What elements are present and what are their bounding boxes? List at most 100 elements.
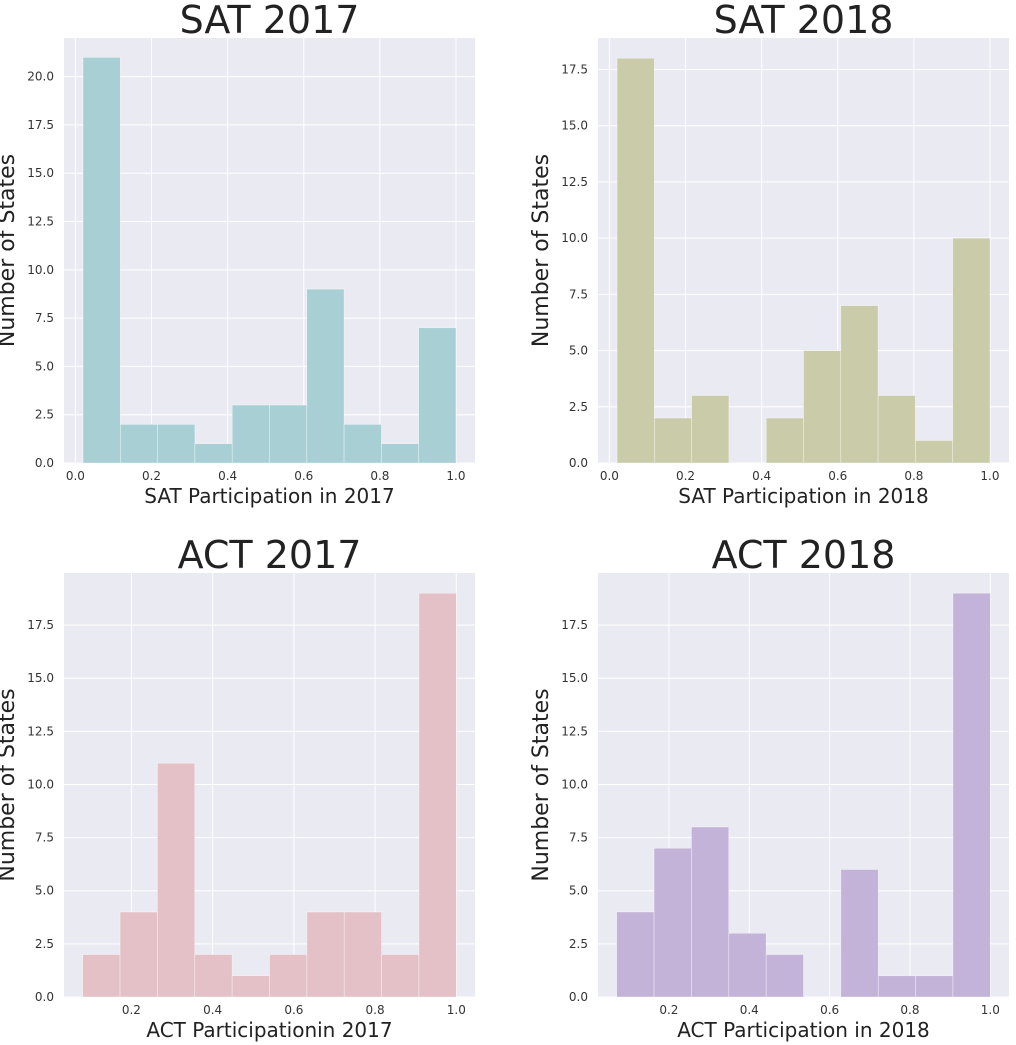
chart-title: SAT 2018 — [714, 0, 894, 42]
histogram-panel-4: 0.2 0.4 0.6 0.8 1.0 0.0 2.5 5.0 7.5 10.0 12.5 15.0 1… — [529, 533, 1009, 1042]
x-tick-label: 0.0 — [66, 469, 85, 483]
x-tick-label: 0.8 — [366, 1003, 385, 1017]
histogram-bar — [691, 395, 730, 464]
y-tick-label: 7.5 — [569, 831, 588, 845]
y-tick-label: 15.0 — [561, 119, 588, 133]
x-tick-label: 0.0 — [600, 469, 619, 483]
y-tick-label: 5.0 — [569, 884, 588, 898]
y-tick-label: 20.0 — [27, 70, 54, 84]
histogram-bar — [157, 762, 196, 998]
y-tick-label: 0.0 — [35, 990, 54, 1004]
y-tick-label: 0.0 — [569, 990, 588, 1004]
histogram-bar — [231, 975, 270, 998]
y-tick-label: 10.0 — [561, 231, 588, 245]
x-tick-label: 0.4 — [740, 1003, 759, 1017]
histogram-bar — [765, 954, 804, 998]
chart-title: ACT 2018 — [712, 533, 896, 577]
y-axis-label: Number of States — [529, 154, 554, 347]
y-tick-label: 5.0 — [35, 884, 54, 898]
histogram-bar — [418, 592, 457, 998]
x-tick-label: 0.8 — [904, 469, 923, 483]
x-tick-label: 0.6 — [284, 1003, 303, 1017]
x-axis-label: SAT Participation in 2018 — [678, 484, 928, 508]
histogram-bar — [728, 932, 767, 998]
y-tick-label: 2.5 — [35, 937, 54, 951]
y-tick-label: 10.0 — [27, 777, 54, 791]
histogram-bar — [952, 237, 991, 464]
chart-title: ACT 2017 — [178, 533, 362, 577]
x-axis-label: ACT Participation in 2018 — [677, 1018, 930, 1042]
x-tick-label: 0.2 — [122, 1003, 141, 1017]
x-tick-label: 0.6 — [294, 469, 313, 483]
histogram-bar — [877, 395, 916, 464]
x-tick-label: 0.2 — [142, 469, 161, 483]
y-tick-label: 2.5 — [35, 408, 54, 422]
histogram-bar — [194, 443, 233, 464]
plot-area — [64, 38, 475, 463]
y-tick-label: 2.5 — [569, 400, 588, 414]
y-tick-label: 15.0 — [561, 671, 588, 685]
histogram-bar — [952, 592, 991, 998]
y-tick-label: 15.0 — [27, 671, 54, 685]
x-tick-label: 1.0 — [980, 469, 999, 483]
y-tick-label: 0.0 — [35, 456, 54, 470]
histogram-bar — [306, 911, 345, 998]
x-tick-label: 1.0 — [981, 1003, 1000, 1017]
histogram-bar — [915, 975, 954, 998]
histogram-bar — [840, 869, 879, 998]
histogram-panel-3: 0.2 0.4 0.6 0.8 1.0 0.0 2.5 5.0 7.5 10.0 12.5 15.0 1… — [0, 533, 475, 1042]
x-tick-label: 0.4 — [218, 469, 237, 483]
y-tick-label: 15.0 — [27, 166, 54, 180]
x-tick-label: 0.8 — [370, 469, 389, 483]
y-tick-label: 5.0 — [35, 359, 54, 373]
histogram-bar — [306, 288, 345, 464]
x-tick-label: 0.6 — [820, 1003, 839, 1017]
x-tick-label: 0.2 — [659, 1003, 678, 1017]
x-axis-label: SAT Participation in 2017 — [144, 484, 394, 508]
y-tick-label: 7.5 — [35, 831, 54, 845]
histogram-bar — [343, 424, 382, 464]
histogram-bar — [269, 404, 308, 464]
y-tick-label: 12.5 — [27, 215, 54, 229]
x-tick-label: 0.8 — [900, 1003, 919, 1017]
y-axis-label: Number of States — [0, 688, 20, 881]
y-axis-label: Number of States — [529, 688, 554, 881]
histogram-bar — [381, 954, 420, 998]
histogram-bar — [82, 57, 121, 464]
histogram-bar — [381, 443, 419, 464]
x-tick-label: 0.4 — [203, 1003, 222, 1017]
histogram-bar — [765, 417, 804, 464]
y-tick-label: 17.5 — [27, 618, 54, 632]
chart-title: SAT 2017 — [180, 0, 360, 42]
y-tick-label: 5.0 — [569, 344, 588, 358]
histogram-bar — [82, 954, 121, 998]
x-tick-label: 0.4 — [752, 469, 771, 483]
y-tick-label: 12.5 — [561, 724, 588, 738]
histogram-bar — [691, 826, 730, 998]
y-tick-label: 10.0 — [27, 263, 54, 277]
histogram-bar — [840, 305, 879, 464]
histogram-bar — [915, 440, 953, 464]
histogram-bar — [616, 911, 655, 998]
y-tick-label: 7.5 — [35, 311, 54, 325]
histogram-panel-1: 0.0 0.2 0.4 0.6 0.8 1.0 0.0 2.5 5.0 7.5 10.0 12.5 15… — [0, 0, 475, 508]
x-axis-label: ACT Participationin 2017 — [146, 1018, 392, 1042]
histogram-bar — [877, 975, 916, 998]
histogram-bar — [269, 954, 308, 998]
histogram-bar — [654, 417, 692, 464]
histogram-bar — [343, 911, 382, 998]
y-tick-label: 12.5 — [27, 724, 54, 738]
histogram-bar — [157, 424, 196, 464]
histogram-bar — [418, 327, 457, 464]
x-tick-label: 0.2 — [676, 469, 695, 483]
x-tick-label: 1.0 — [446, 469, 465, 483]
y-tick-label: 12.5 — [561, 175, 588, 189]
y-tick-label: 7.5 — [569, 287, 588, 301]
x-tick-label: 1.0 — [447, 1003, 466, 1017]
histogram-panel-2: 0.0 0.2 0.4 0.6 0.8 1.0 0.0 2.5 5.0 7.5 10.0 12.5 15… — [529, 0, 1009, 508]
histogram-bar — [120, 424, 158, 464]
histogram-bar — [119, 911, 158, 998]
histogram-bar — [231, 404, 270, 464]
histogram-bar — [616, 57, 655, 464]
